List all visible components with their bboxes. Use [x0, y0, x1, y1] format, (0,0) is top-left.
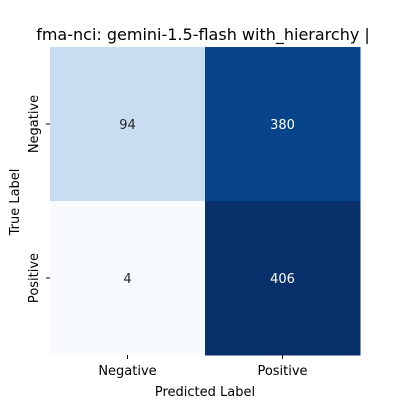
y-tick-label-1: Positive [27, 253, 42, 303]
heatmap-cell-1-0 [50, 201, 206, 356]
heatmap-cell-1-1 [205, 201, 361, 356]
x-axis-label: Predicted Label [155, 385, 255, 400]
x-tick-label-0: Negative [98, 364, 156, 379]
x-axis-ticks: Negative Positive [98, 355, 308, 379]
cell-value-0-0: 94 [119, 118, 136, 133]
cell-value-1-1: 406 [270, 272, 295, 287]
y-axis-label: True Label [8, 169, 23, 237]
cell-value-0-1: 380 [270, 118, 295, 133]
y-axis-ticks: Negative Positive [27, 95, 50, 303]
heatmap-cell-0-0 [50, 47, 206, 202]
heatmap-cells [50, 47, 361, 356]
heatmap-cell-labels: 94 380 4 406 [119, 118, 295, 287]
x-tick-label-1: Positive [257, 364, 307, 379]
chart-title: fma-nci: gemini-1.5-flash with_hierarchy… [36, 25, 370, 45]
y-tick-label-0: Negative [27, 95, 42, 153]
heatmap-cell-0-1 [205, 47, 361, 202]
cell-value-1-0: 4 [123, 272, 131, 287]
